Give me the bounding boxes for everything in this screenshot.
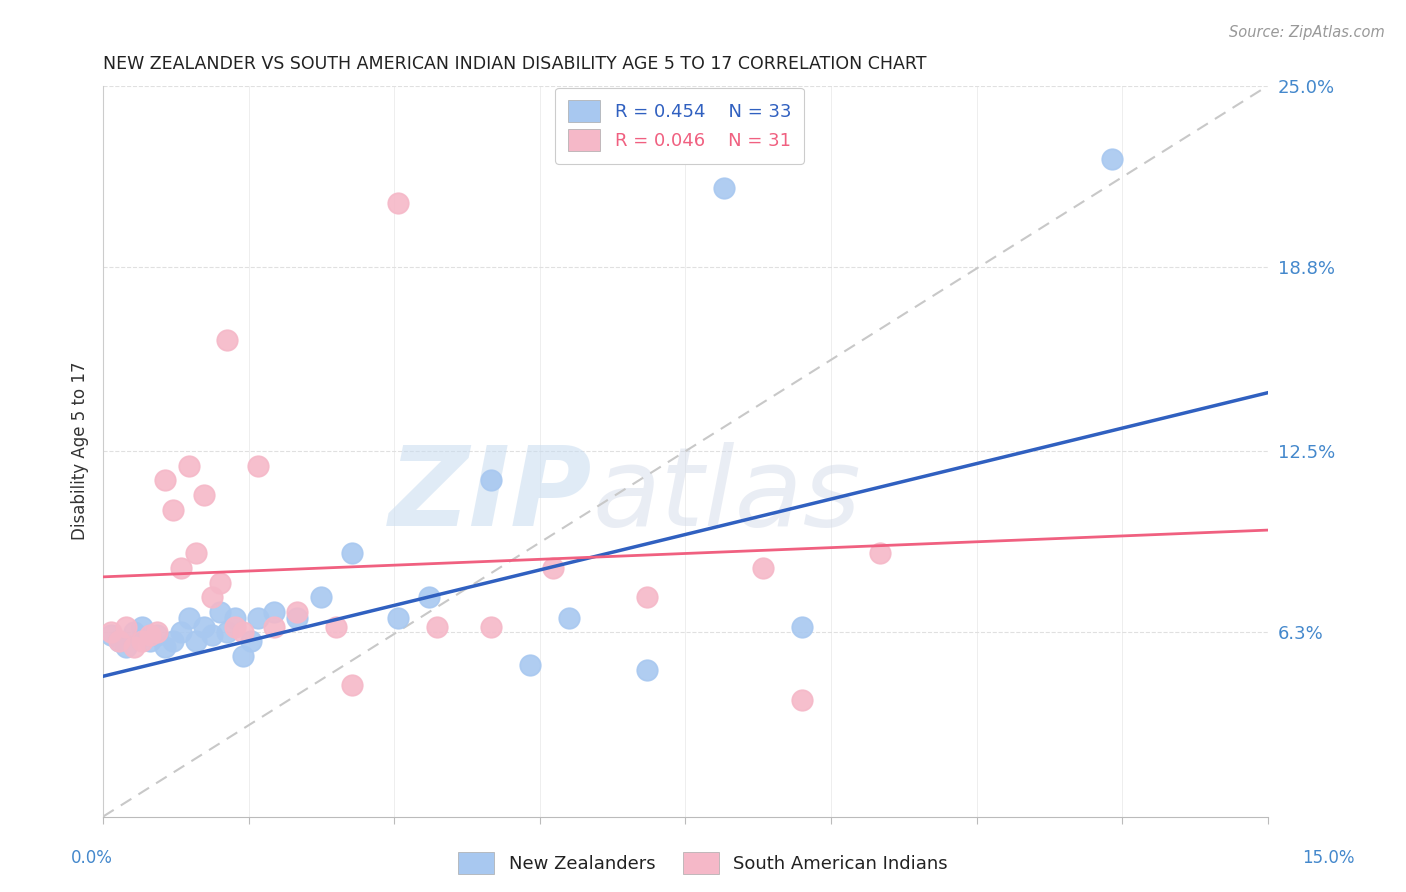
Legend: New Zealanders, South American Indians: New Zealanders, South American Indians (451, 845, 955, 881)
Point (387, 611, 409, 625)
Point (107, 634, 129, 648)
Point (340, 546, 363, 560)
Point (790, 619, 813, 633)
Point (100, 628, 122, 642)
Point (186, 546, 208, 560)
Text: NEW ZEALANDER VS SOUTH AMERICAN INDIAN DISABILITY AGE 5 TO 17 CORRELATION CHART: NEW ZEALANDER VS SOUTH AMERICAN INDIAN D… (103, 55, 927, 73)
Point (131, 619, 153, 633)
Point (247, 458, 270, 473)
Point (387, 195, 409, 210)
Point (122, 625, 145, 640)
Point (155, 640, 177, 654)
Point (170, 625, 193, 640)
Point (247, 611, 270, 625)
Point (418, 591, 440, 605)
Point (232, 648, 254, 663)
Point (713, 181, 735, 195)
Point (208, 605, 231, 619)
Y-axis label: Disability Age 5 to 17: Disability Age 5 to 17 (72, 362, 89, 541)
Point (239, 634, 262, 648)
Point (217, 333, 239, 347)
Point (285, 611, 308, 625)
Point (100, 625, 122, 640)
Point (162, 634, 184, 648)
Point (208, 575, 231, 590)
Point (543, 561, 565, 575)
Point (1101, 152, 1123, 166)
Point (224, 611, 246, 625)
Point (790, 692, 813, 706)
Point (325, 619, 347, 633)
Point (201, 628, 224, 642)
Point (479, 619, 502, 633)
Point (193, 619, 215, 633)
Point (217, 625, 239, 640)
Text: 0.0%: 0.0% (70, 849, 112, 867)
Point (170, 561, 193, 575)
Point (146, 625, 169, 640)
Point (224, 619, 246, 633)
Point (138, 634, 160, 648)
Point (232, 625, 254, 640)
Point (479, 474, 502, 488)
Point (186, 634, 208, 648)
Point (263, 605, 285, 619)
Point (177, 611, 200, 625)
Point (131, 634, 153, 648)
Point (107, 634, 129, 648)
Point (340, 678, 363, 692)
Point (309, 591, 332, 605)
Point (285, 605, 308, 619)
Point (263, 619, 285, 633)
Point (636, 664, 658, 678)
Point (177, 458, 200, 473)
Text: 15.0%: 15.0% (1302, 849, 1355, 867)
Point (155, 474, 177, 488)
Point (115, 640, 138, 654)
Point (426, 619, 449, 633)
Text: atlas: atlas (592, 442, 860, 549)
Point (146, 628, 169, 642)
Point (138, 628, 160, 642)
Point (115, 619, 138, 633)
Point (201, 591, 224, 605)
Point (162, 502, 184, 516)
Point (869, 546, 891, 560)
Legend: R = 0.454    N = 33, R = 0.046    N = 31: R = 0.454 N = 33, R = 0.046 N = 31 (555, 87, 804, 164)
Text: ZIP: ZIP (389, 442, 592, 549)
Point (636, 591, 658, 605)
Text: Source: ZipAtlas.com: Source: ZipAtlas.com (1229, 25, 1385, 40)
Point (122, 640, 145, 654)
Point (519, 657, 541, 672)
Point (558, 611, 581, 625)
Point (752, 561, 775, 575)
Point (193, 488, 215, 502)
